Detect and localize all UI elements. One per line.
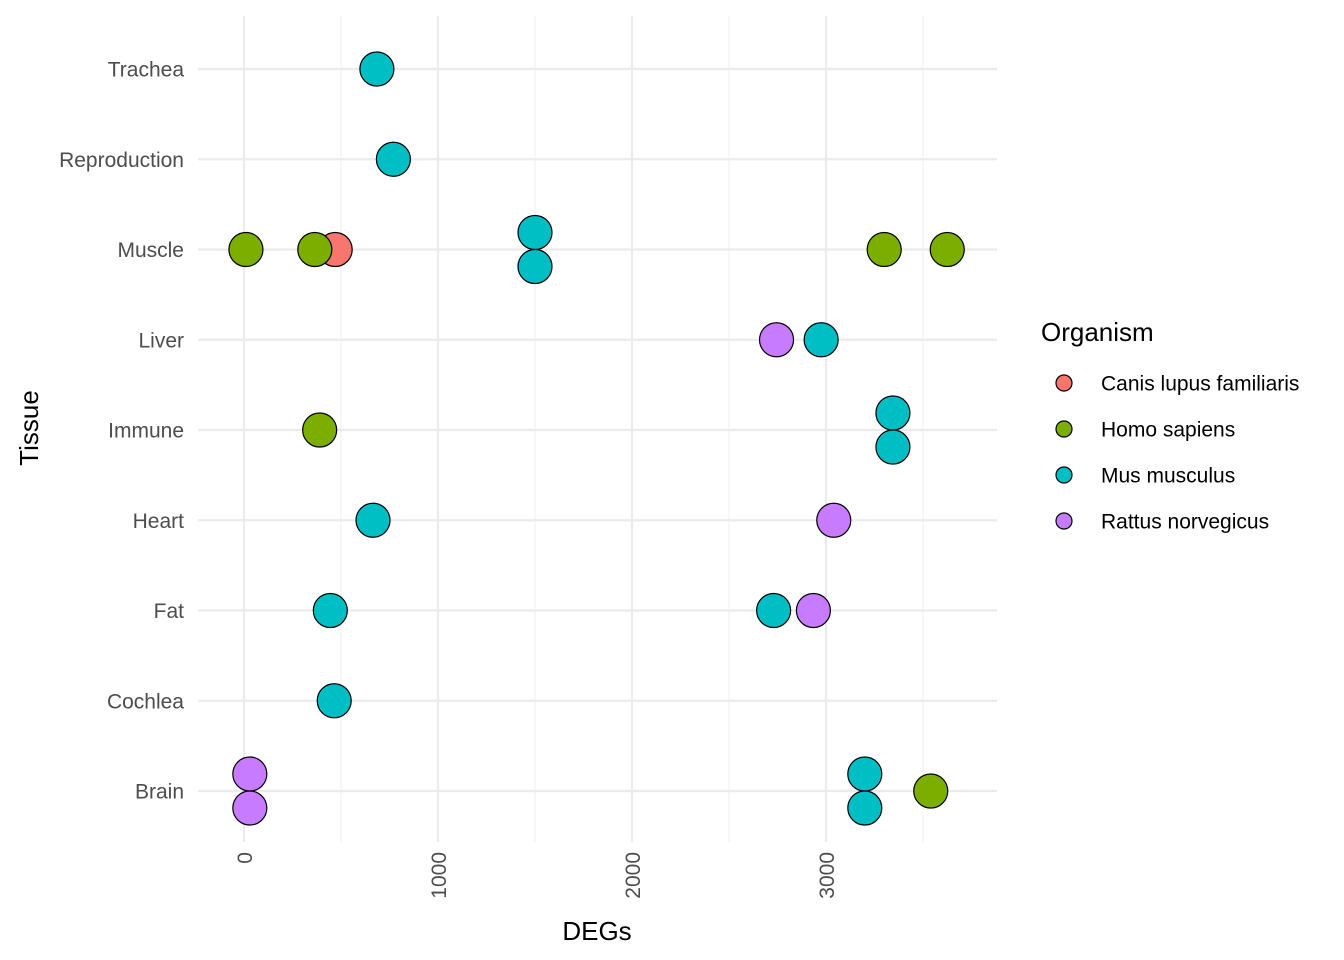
data-point (228, 231, 264, 268)
y-axis-tick-labels: Brain Cochlea Fat Heart Immune Liver Muscle Rep… (59, 59, 184, 804)
data-point (355, 502, 391, 538)
data-points (228, 51, 965, 826)
data-point (312, 592, 348, 629)
legend-label: Homo sapiens (1101, 419, 1235, 442)
legend-key (1055, 420, 1073, 438)
data-point (847, 756, 883, 792)
data-point (756, 592, 792, 629)
x-tick-label: 1000 (428, 852, 451, 899)
y-tick-label: Liver (138, 329, 184, 352)
y-tick-label: Immune (108, 420, 184, 443)
data-point (359, 51, 395, 87)
data-point (232, 790, 268, 826)
data-point (913, 773, 949, 809)
x-tick-label: 3000 (816, 852, 839, 899)
legend-key (1055, 512, 1073, 530)
data-point (316, 683, 352, 719)
data-point (297, 231, 333, 268)
x-axis-tick-labels: 0 1000 2000 3000 (234, 852, 839, 899)
legend-key (1055, 374, 1073, 392)
legend-key (1055, 466, 1073, 484)
x-tick-label: 2000 (622, 852, 645, 899)
legend-title: Organism (1041, 317, 1154, 347)
data-point (375, 141, 411, 177)
legend-label: Canis lupus familiaris (1101, 373, 1299, 396)
data-point (803, 322, 839, 358)
data-point (302, 412, 338, 448)
y-tick-label: Heart (133, 510, 185, 533)
y-tick-label: Reproduction (59, 149, 184, 172)
data-point (847, 790, 883, 826)
data-point (517, 214, 553, 251)
y-tick-label: Fat (154, 600, 185, 623)
y-axis-title: Tissue (14, 390, 44, 466)
y-tick-label: Brain (135, 781, 184, 804)
legend-label: Mus musculus (1101, 465, 1235, 488)
legend: Organism Canis lupus familiaris Homo sapi… (1041, 317, 1299, 534)
data-point (232, 756, 268, 792)
data-point (929, 231, 965, 268)
data-point (875, 395, 911, 431)
data-point (795, 592, 831, 629)
x-axis-title: DEGs (562, 916, 631, 946)
y-tick-label: Trachea (108, 59, 185, 82)
y-tick-label: Cochlea (107, 690, 184, 713)
x-tick-label: 0 (234, 852, 257, 864)
y-tick-label: Muscle (117, 239, 184, 262)
data-point (517, 248, 553, 285)
data-point (866, 231, 902, 268)
data-point (816, 502, 852, 538)
data-point (758, 322, 795, 358)
data-point (875, 429, 911, 465)
legend-label: Rattus norvegicus (1101, 511, 1269, 534)
